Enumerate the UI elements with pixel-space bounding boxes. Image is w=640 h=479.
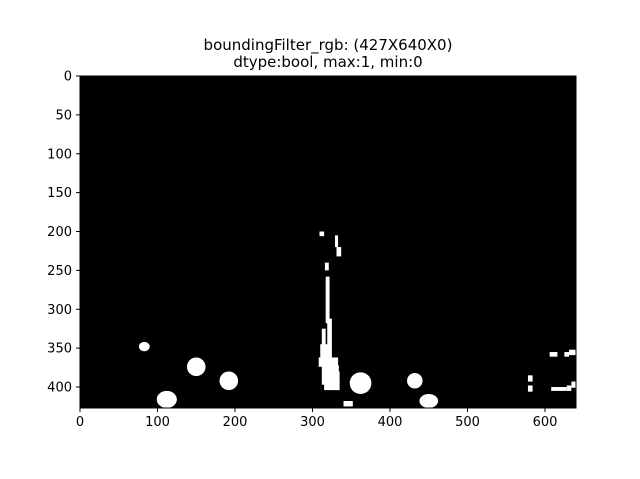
x-tick-label: 0	[76, 415, 84, 430]
mask-blob	[319, 231, 325, 237]
mask-blob	[324, 262, 329, 271]
y-tick-label: 100	[47, 147, 72, 162]
y-tick-label: 300	[47, 303, 72, 318]
mask-blob	[419, 394, 439, 408]
mask-blob	[549, 352, 558, 357]
y-tick-label: 50	[55, 108, 72, 123]
mask-blob	[318, 357, 339, 367]
y-tick-label: 0	[64, 70, 72, 85]
mask-blob	[219, 371, 239, 391]
plot-frame	[79, 75, 577, 409]
mask-blob	[349, 372, 372, 395]
chart-title-line2: dtype:bool, max:1, min:0	[233, 53, 422, 71]
mask-blob	[569, 349, 576, 356]
mask-blob	[343, 401, 353, 407]
mask-blob	[564, 352, 570, 357]
x-tick-label: 400	[378, 415, 403, 430]
mask-blob	[334, 235, 339, 248]
mask-blob	[407, 373, 423, 389]
mask-blob	[325, 276, 330, 324]
mask-blob	[324, 380, 340, 391]
mask-blob	[321, 328, 326, 353]
mask-blob	[551, 387, 567, 391]
mask-blob	[186, 357, 206, 377]
x-tick-label: 300	[300, 415, 325, 430]
y-tick-label: 400	[47, 381, 72, 396]
y-axis: 0 50 100 150 200 250 300 350 400	[47, 70, 80, 396]
chart-title-line1: boundingFilter_rgb: (427X640X0)	[204, 36, 453, 55]
mask-blob	[336, 247, 342, 257]
y-tick-label: 350	[47, 342, 72, 357]
mask-pixels	[138, 231, 576, 408]
mask-blob	[321, 365, 339, 385]
y-tick-label: 200	[47, 225, 72, 240]
x-axis: 0 100 200 300 400 500 600	[76, 408, 558, 430]
mask-blob	[156, 390, 177, 408]
mask-blob	[527, 385, 533, 392]
x-tick-label: 600	[533, 415, 558, 430]
mask-blob	[320, 344, 328, 364]
mask-blob	[327, 318, 332, 358]
mask-blob	[566, 385, 572, 391]
x-tick-label: 100	[145, 415, 170, 430]
plot-area	[79, 75, 577, 409]
x-tick-label: 200	[223, 415, 248, 430]
mask-blob	[138, 341, 150, 352]
mask-blob	[571, 381, 576, 388]
y-tick-label: 250	[47, 264, 72, 279]
x-tick-label: 500	[455, 415, 480, 430]
mask-blob	[335, 371, 340, 384]
y-tick-label: 150	[47, 186, 72, 201]
mask-blob	[527, 375, 533, 382]
